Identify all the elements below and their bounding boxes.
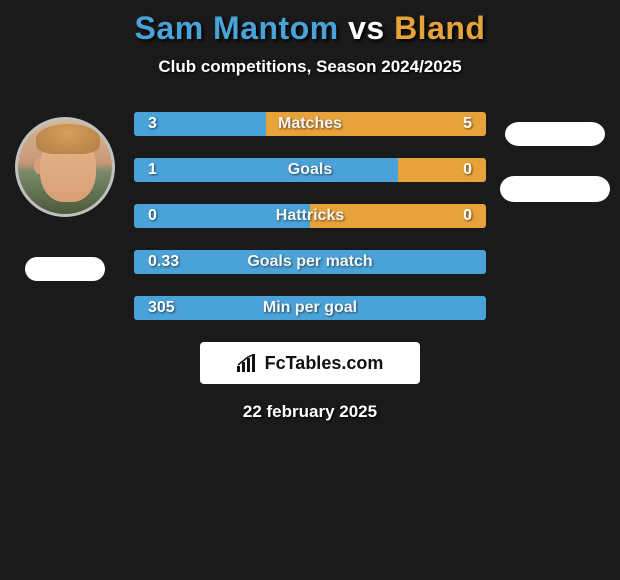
stats-row: 3Matches5 1Goals0 0Hattricks0 0.33Goals per… [0, 112, 620, 320]
date-text: 22 february 2025 [0, 402, 620, 422]
stat-bar: 0.33Goals per match [134, 250, 486, 274]
bar-chart-icon [237, 354, 259, 372]
bar-right-segment [398, 158, 486, 182]
stat-bar: 0Hattricks0 [134, 204, 486, 228]
bar-left-segment [134, 204, 310, 228]
right-column [490, 112, 620, 202]
page-title: Sam Mantom vs Bland [0, 10, 620, 47]
branding-text: FcTables.com [265, 353, 384, 374]
bars-column: 3Matches5 1Goals0 0Hattricks0 0.33Goals per… [130, 112, 490, 320]
player1-name: Sam Mantom [135, 10, 339, 46]
player1-flag [25, 257, 105, 281]
player1-avatar [15, 117, 115, 217]
vs-text: vs [348, 10, 385, 46]
bar-right-segment [310, 204, 486, 228]
branding-badge: FcTables.com [200, 342, 420, 384]
stat-bar: 3Matches5 [134, 112, 486, 136]
comparison-card: Sam Mantom vs Bland Club competitions, S… [0, 0, 620, 422]
stat-bar: 1Goals0 [134, 158, 486, 182]
bar-left-segment [134, 296, 486, 320]
left-column [0, 112, 130, 281]
player2-flag-1 [505, 122, 605, 146]
bar-left-segment [134, 250, 486, 274]
stat-bar: 305Min per goal [134, 296, 486, 320]
bar-right-segment [266, 112, 486, 136]
player2-name: Bland [394, 10, 485, 46]
player2-flag-2 [500, 176, 610, 202]
bar-left-segment [134, 112, 266, 136]
bar-left-segment [134, 158, 398, 182]
subtitle: Club competitions, Season 2024/2025 [0, 57, 620, 77]
